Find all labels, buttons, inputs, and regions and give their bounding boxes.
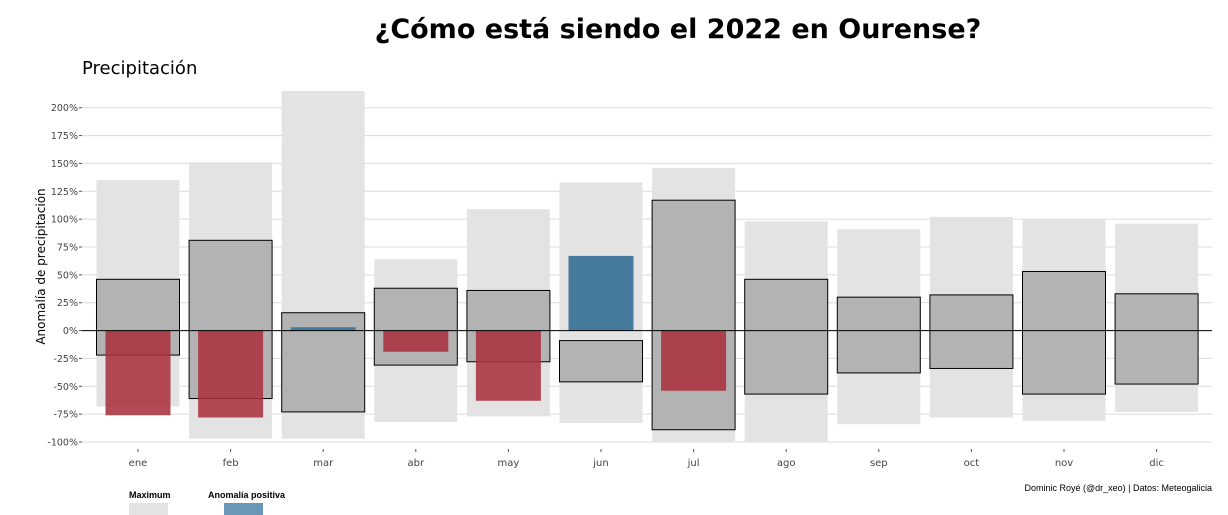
anomaly-bar-jul	[661, 330, 727, 391]
anomaly-bars	[105, 255, 727, 418]
x-tick-label: jun	[592, 458, 608, 469]
y-tick-label: 200%	[51, 103, 78, 114]
normal-bar-jun	[559, 340, 643, 383]
anomaly-bar-may	[475, 330, 541, 401]
y-tick-label: 125%	[51, 187, 78, 198]
y-tick-label: 50%	[57, 270, 78, 281]
normal-bar-nov	[1022, 271, 1106, 395]
y-tick-label: 0%	[63, 326, 78, 337]
x-tick-label: jul	[687, 458, 700, 469]
normal-bar-oct	[929, 294, 1014, 369]
x-tick-label: nov	[1055, 458, 1073, 469]
anomaly-bar-ene	[105, 330, 171, 416]
anomaly-bar-mar	[290, 327, 356, 331]
x-tick-label: sep	[870, 458, 888, 469]
legend-label-maximum: Maximum	[129, 490, 171, 500]
legend-swatch-positive	[224, 503, 263, 515]
anomaly-bar-feb	[198, 330, 264, 418]
chart-subtitle: Precipitación	[82, 58, 198, 79]
legend-label-positive: Anomalía positiva	[208, 490, 286, 500]
x-tick-label: dic	[1149, 458, 1164, 469]
normal-bar-abr	[373, 287, 458, 366]
y-axis-label: Anomalía de precipitación	[34, 188, 48, 344]
y-tick-label: 175%	[51, 131, 78, 142]
chart-title: ¿Cómo está siendo el 2022 en Ourense?	[374, 14, 982, 45]
x-tick-label: mar	[313, 458, 334, 469]
anomaly-bar-jun	[568, 255, 634, 331]
x-tick-label: oct	[964, 458, 980, 469]
anomaly-bar-abr	[383, 330, 449, 352]
y-tick-label: -100%	[47, 438, 78, 449]
y-tick-label: 100%	[51, 215, 78, 226]
normal-bars	[96, 199, 1199, 431]
x-tick-label: ene	[129, 458, 148, 469]
y-tick-label: 75%	[57, 243, 78, 254]
x-tick-label: may	[498, 458, 520, 469]
x-tick-label: abr	[408, 458, 425, 469]
legend-swatch-maximum	[129, 503, 168, 515]
y-tick-label: -50%	[53, 382, 78, 393]
y-tick-label: -25%	[53, 354, 78, 365]
normal-bar-jul	[651, 199, 736, 431]
normal-bar-ago	[744, 278, 829, 395]
normal-bar-dic	[1114, 293, 1199, 385]
x-tick-label: ago	[777, 458, 796, 469]
x-tick-label: feb	[223, 458, 239, 469]
caption: Dominic Royé (@dr_xeo) | Datos: Meteogal…	[1024, 483, 1212, 493]
axes: -100% -75% -50% -25% 0% 25% 50% 75% 100% 125% 150%…	[34, 103, 1212, 469]
precipitation-anomaly-chart: -100% -75% -50% -25% 0% 25% 50% 75% 100% 125% 150%…	[34, 91, 1212, 469]
normal-bar-sep	[836, 296, 921, 374]
y-tick-label: -75%	[53, 410, 78, 421]
y-tick-label: 25%	[57, 298, 78, 309]
y-tick-label: 150%	[51, 159, 78, 170]
